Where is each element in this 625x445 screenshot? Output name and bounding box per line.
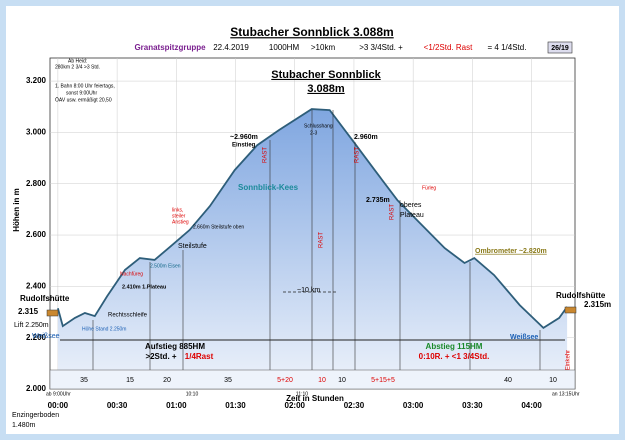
annotation: Abstieg 115HM <box>426 342 483 351</box>
total: = 4 1/4Std. <box>488 43 527 52</box>
annotation: Lift 2.250m <box>14 322 49 329</box>
annotation: 1. Bahn 8:00 Uhr feiertags, <box>55 83 115 89</box>
annotation: sonst 9:00Uhr <box>66 90 97 96</box>
annotation: >2Std. + <box>145 352 176 361</box>
annotation: Anstieg <box>172 219 189 225</box>
segment-band <box>49 369 576 390</box>
group: Granatspitzgruppe <box>134 43 206 52</box>
segment-label: 20 <box>163 377 171 384</box>
title: Stubacher Sonnblick 3.088m <box>230 25 393 39</box>
segment-label: 5+15+5 <box>371 377 395 384</box>
annotation: Rudolfshütte <box>556 291 606 300</box>
annotation: Höhe Stand 2.250m <box>82 326 126 332</box>
distance: >10km <box>311 43 336 52</box>
annotation: Einstieg <box>232 143 256 149</box>
annotation: Weißsee <box>510 334 538 341</box>
y-tick-label: 2.800 <box>26 179 47 188</box>
y-tick-label: 3.200 <box>26 76 47 85</box>
segment-label: 10 <box>338 377 346 384</box>
annotation: Rechtsschleife <box>108 313 148 319</box>
annotation: 2.315m <box>584 300 611 309</box>
annotation: 2-3 <box>310 130 317 136</box>
annotation: Sonnblick-Kees <box>238 183 299 192</box>
annotation: Steilstufe <box>178 243 207 250</box>
annotation: RAST <box>319 232 325 248</box>
time: >3 3/4Std. + <box>359 43 403 52</box>
annotation: 2.960m <box>354 134 378 141</box>
annotation: Enzingerboden <box>12 412 59 419</box>
annotation: 2.660m Steilstufe oben <box>193 224 244 230</box>
annotation: Ab Heid: <box>68 58 87 64</box>
hut <box>46 309 59 317</box>
segment-label: 10 <box>318 377 326 384</box>
annotation: RAST <box>355 147 361 163</box>
annotation: oberes <box>400 202 422 209</box>
annotation: Plateau <box>400 212 424 219</box>
line <box>57 108 568 330</box>
area <box>57 109 568 389</box>
date: 22.4.2019 <box>213 43 249 52</box>
annotation: 280km 2 3/4 >3 Std. <box>55 64 100 70</box>
annotation: 2.735m <box>366 197 390 204</box>
x-tick-label: 04:00 <box>521 401 542 410</box>
annotation: links, <box>172 207 183 213</box>
annotation: ~10 km <box>297 287 320 294</box>
hut <box>564 306 577 314</box>
annotation: RAST <box>263 147 269 163</box>
annotation: ~2.960m <box>230 134 258 141</box>
annotation: Ombrometer ~2.820m <box>475 248 547 255</box>
segment-label: 5+20 <box>277 377 293 384</box>
annotation: 11:10 <box>296 391 308 397</box>
annotation: Schlusshang <box>304 123 333 129</box>
segment-label: 10 <box>549 377 557 384</box>
x-tick-label: 02:00 <box>285 401 306 410</box>
annotation: ÖAV usw. ermäßigt 20,50 <box>55 96 112 103</box>
annotation: 3.088m <box>307 83 345 95</box>
segment-label: 35 <box>224 377 232 384</box>
annotation: Einkehr <box>566 350 572 370</box>
annotation: an 13:15Uhr <box>552 391 580 397</box>
x-tick-label: 03:30 <box>462 401 483 410</box>
annotation: 0:10R. + <1 3/4Std. <box>419 352 490 361</box>
annotation: 2.500m Eisen <box>150 263 181 269</box>
annotation: Weißsee <box>32 333 60 340</box>
annotation: RAST <box>390 204 396 220</box>
segment-label: 15 <box>126 377 134 384</box>
x-tick-label: 02:30 <box>344 401 365 410</box>
x-tick-label: 01:00 <box>166 401 187 410</box>
rest: <1/2Std. Rast <box>424 43 473 52</box>
y-tick-label: 2.600 <box>26 230 47 239</box>
y-tick-label: 2.200 <box>26 333 47 342</box>
segment-label: 35 <box>80 377 88 384</box>
x-tick-label: 00:30 <box>107 401 128 410</box>
y-tick-label: 3.000 <box>26 128 47 137</box>
x-tick-label: 00:00 <box>48 401 69 410</box>
annotation: Nachfüreg <box>120 271 143 277</box>
annotation: 2.315 <box>18 307 39 316</box>
annotation: 10:10 <box>186 391 199 397</box>
badge-box <box>547 41 573 54</box>
annotation: Aufstieg 885HM <box>145 342 205 351</box>
y-tick-label: 2.400 <box>26 281 47 290</box>
annotation: Fürleg <box>422 185 436 191</box>
y-axis-label: Höhen in m <box>12 188 21 232</box>
x-tick-label: 01:30 <box>225 401 246 410</box>
y-tick-label: 2.000 <box>26 384 47 393</box>
annotation: 1/4Rast <box>185 352 214 361</box>
x-axis-label: Zeit in Stunden <box>286 394 344 403</box>
segment-label: 40 <box>504 377 512 384</box>
annotation: ab 9:00Uhr <box>46 391 71 397</box>
x-tick-label: 03:00 <box>403 401 424 410</box>
annotation: Rudolfshütte <box>20 294 70 303</box>
annotation: 2.410m 1.Plateau <box>122 284 166 290</box>
badge: 26/19 <box>551 45 569 52</box>
annotation: Stubacher Sonnblick <box>271 69 381 81</box>
annotation: 1.480m <box>12 422 36 429</box>
hm: 1000HM <box>269 43 300 52</box>
annotation: steiler <box>172 213 186 219</box>
